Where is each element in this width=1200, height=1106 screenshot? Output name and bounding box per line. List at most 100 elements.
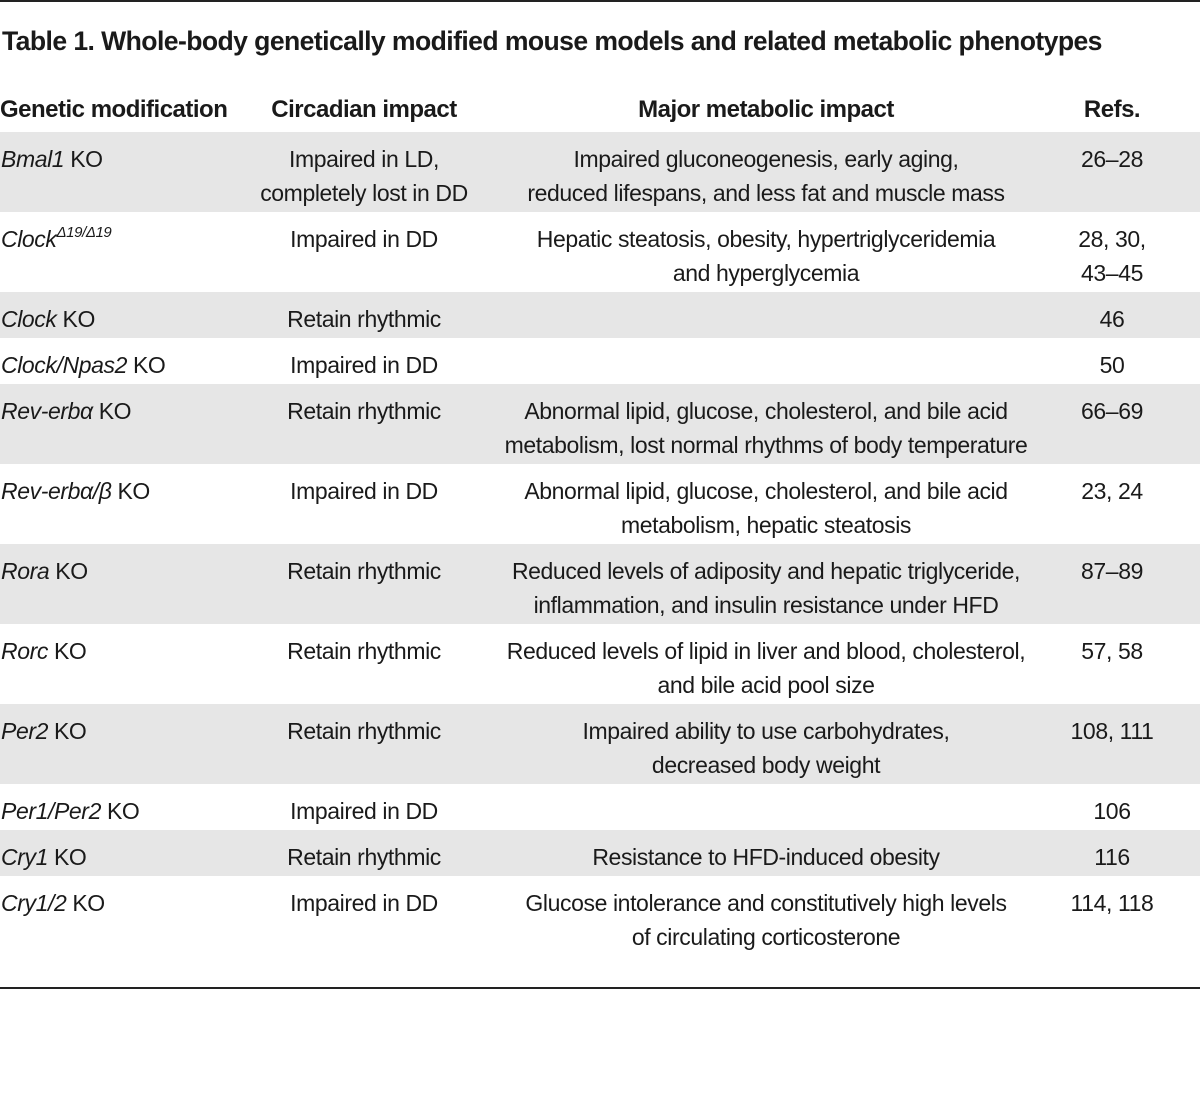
- circadian-line: Impaired in DD: [290, 478, 438, 504]
- metabolic-line: Hepatic steatosis, obesity, hypertriglyc…: [536, 226, 996, 252]
- cell-metabolic-impact: Abnormal lipid, glucose, cholesterol, an…: [488, 394, 1044, 462]
- cell-refs: 66–69: [1044, 394, 1180, 428]
- cell-refs: 26–28: [1044, 142, 1180, 176]
- refs-line: 50: [1099, 352, 1125, 378]
- cell-circadian-impact: Impaired in DD: [240, 886, 488, 920]
- cell-genetic-modification: Per1/Per2 KO: [0, 794, 241, 828]
- cell-genetic-modification: Cry1/2 KO: [0, 886, 241, 920]
- gene-name: Clock: [1, 306, 57, 332]
- cell-genetic-modification: Per2 KO: [0, 714, 241, 748]
- cell-genetic-modification: Bmal1 KO: [0, 142, 241, 176]
- refs-line: 26–28: [1081, 146, 1143, 172]
- table-row: Cry1/2 KO Impaired in DD Glucose intoleran…: [0, 876, 1200, 956]
- table-row: Per2 KO Retain rhythmic Impaired ability t…: [0, 704, 1200, 784]
- circadian-line: Retain rhythmic: [287, 558, 441, 584]
- gene-name: Cry1/2: [1, 890, 67, 916]
- gene-name: Rora: [1, 558, 50, 584]
- table-title: Table 1. Whole-body genetically modified…: [2, 26, 1102, 56]
- cell-refs: 28, 30, 43–45: [1044, 222, 1180, 290]
- cell-metabolic-impact: Impaired ability to use carbohydrates, de…: [488, 714, 1044, 782]
- modification-type: KO: [47, 638, 87, 664]
- gene-name: Bmal1: [1, 146, 65, 172]
- cell-refs: 106: [1044, 794, 1180, 828]
- cell-genetic-modification: Clock/Npas2 KO: [0, 348, 241, 382]
- header-circadian-impact: Circadian impact: [271, 96, 457, 123]
- circadian-line: Retain rhythmic: [287, 638, 441, 664]
- modification-type: KO: [100, 798, 140, 824]
- cell-metabolic-impact: Impaired gluconeogenesis, early aging, re…: [488, 142, 1044, 210]
- circadian-line: Retain rhythmic: [287, 398, 441, 424]
- modification-type: KO: [66, 890, 105, 916]
- modification-type: KO: [47, 718, 87, 744]
- table-row: Cry1 KO Retain rhythmic Resistance to HFD-…: [0, 830, 1200, 876]
- refs-line: 28, 30,: [1078, 226, 1146, 252]
- cell-genetic-modification: Rev-erbα/β KO: [0, 474, 241, 508]
- cell-circadian-impact: Impaired in DD: [240, 794, 488, 828]
- cell-circadian-impact: Retain rhythmic: [240, 302, 488, 336]
- cell-circadian-impact: Retain rhythmic: [240, 634, 488, 668]
- modification-type: KO: [47, 844, 87, 870]
- circadian-line: Retain rhythmic: [287, 718, 441, 744]
- cell-refs: 87–89: [1044, 554, 1180, 588]
- modification-type: KO: [92, 398, 132, 424]
- refs-line: 23, 24: [1081, 478, 1143, 504]
- cell-circadian-impact: Retain rhythmic: [240, 554, 488, 588]
- metabolic-line: of circulating corticosterone: [631, 924, 901, 950]
- metabolic-line: Abnormal lipid, glucose, cholesterol, an…: [524, 478, 1008, 504]
- refs-line: 114, 118: [1070, 890, 1154, 916]
- table-row: Rev-erbα/β KO Impaired in DD Abnormal lipi…: [0, 464, 1200, 544]
- table-header-row: Genetic modification Circadian impact Ma…: [0, 86, 1200, 132]
- refs-line: 43–45: [1081, 260, 1143, 286]
- cell-metabolic-impact: Glucose intolerance and constitutively h…: [488, 886, 1044, 954]
- refs-line: 106: [1093, 798, 1131, 824]
- metabolic-line: metabolism, lost normal rhythms of body …: [504, 432, 1028, 458]
- header-genetic-modification: Genetic modification: [0, 96, 228, 123]
- table-row: Rora KO Retain rhythmic Reduced levels of …: [0, 544, 1200, 624]
- metabolic-line: and hyperglycemia: [672, 260, 860, 286]
- circadian-line: Impaired in DD: [290, 226, 438, 252]
- metabolic-line: Impaired ability to use carbohydrates,: [582, 718, 950, 744]
- circadian-line: completely lost in DD: [260, 180, 468, 206]
- metabolic-line: metabolism, hepatic steatosis: [620, 512, 912, 538]
- gene-name: Clock/Npas2: [1, 352, 127, 378]
- bottom-rule: [0, 987, 1200, 989]
- modification-type: KO: [127, 352, 166, 378]
- cell-genetic-modification: Rora KO: [0, 554, 241, 588]
- refs-line: 87–89: [1081, 558, 1143, 584]
- gene-superscript: Δ19/Δ19: [56, 224, 112, 241]
- cell-circadian-impact: Retain rhythmic: [240, 840, 488, 874]
- modification-type: KO: [111, 478, 150, 504]
- cell-refs: 23, 24: [1044, 474, 1180, 508]
- table-row: ClockΔ19/Δ19 Impaired in DD Hepatic steato…: [0, 212, 1200, 292]
- cell-genetic-modification: Rev-erbα KO: [0, 394, 241, 428]
- cell-refs: 57, 58: [1044, 634, 1180, 668]
- top-rule: [0, 0, 1200, 2]
- cell-metabolic-impact: Reduced levels of lipid in liver and blo…: [488, 634, 1044, 702]
- cell-circadian-impact: Retain rhythmic: [240, 714, 488, 748]
- gene-name: Rorc: [1, 638, 48, 664]
- cell-circadian-impact: Impaired in DD: [240, 222, 488, 256]
- table-row: Rorc KO Retain rhythmic Reduced levels of …: [0, 624, 1200, 704]
- cell-circadian-impact: Impaired in LD, completely lost in DD: [240, 142, 488, 210]
- refs-line: 66–69: [1081, 398, 1143, 424]
- table-body: Bmal1 KO Impaired in LD, completely lost i…: [0, 132, 1200, 956]
- circadian-line: Impaired in DD: [290, 798, 438, 824]
- gene-name: Per2: [1, 718, 48, 744]
- circadian-line: Impaired in LD,: [289, 146, 439, 172]
- cell-genetic-modification: Clock KO: [0, 302, 241, 336]
- cell-metabolic-impact: Hepatic steatosis, obesity, hypertriglyc…: [488, 222, 1044, 290]
- cell-refs: 46: [1044, 302, 1180, 336]
- cell-metabolic-impact: Reduced levels of adiposity and hepatic …: [488, 554, 1044, 622]
- cell-refs: 50: [1044, 348, 1180, 382]
- refs-line: 46: [1099, 306, 1125, 332]
- metabolic-line: Impaired gluconeogenesis, early aging,: [573, 146, 959, 172]
- circadian-line: Impaired in DD: [290, 890, 438, 916]
- metabolic-line: Resistance to HFD-induced obesity: [592, 844, 940, 870]
- table-row: Per1/Per2 KO Impaired in DD 106: [0, 784, 1200, 830]
- modification-type: KO: [64, 146, 103, 172]
- cell-genetic-modification: ClockΔ19/Δ19: [0, 222, 241, 260]
- metabolic-line: reduced lifespans, and less fat and musc…: [527, 180, 1005, 206]
- gene-name: Cry1: [1, 844, 48, 870]
- cell-refs: 114, 118: [1044, 886, 1180, 920]
- cell-refs: 116: [1044, 840, 1180, 874]
